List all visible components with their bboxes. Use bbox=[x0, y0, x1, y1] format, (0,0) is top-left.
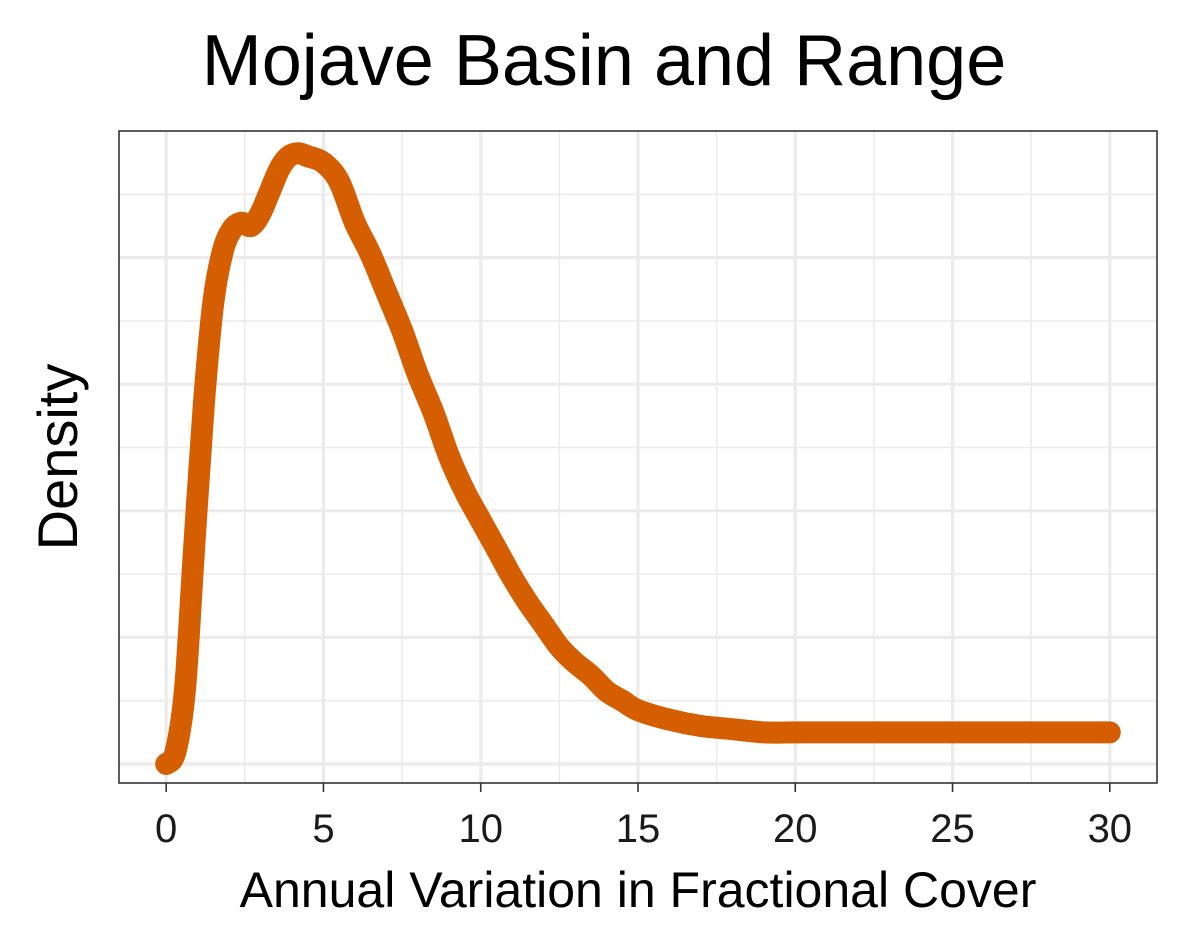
x-tick-label: 30 bbox=[1088, 807, 1133, 851]
chart-title: Mojave Basin and Range bbox=[202, 21, 1007, 101]
x-tick-label: 25 bbox=[930, 807, 975, 851]
x-axis-ticks: 0 5 10 15 20 25 30 bbox=[155, 783, 1132, 851]
x-tick-label: 20 bbox=[773, 807, 818, 851]
x-tick-label: 15 bbox=[616, 807, 661, 851]
x-axis-label: Annual Variation in Fractional Cover bbox=[240, 862, 1037, 918]
x-tick-label: 5 bbox=[312, 807, 334, 851]
x-tick-label: 0 bbox=[155, 807, 177, 851]
density-curve bbox=[155, 142, 1121, 775]
y-axis-label: Density bbox=[26, 364, 89, 551]
major-gridlines bbox=[119, 131, 1157, 783]
x-tick-label: 10 bbox=[458, 807, 503, 851]
